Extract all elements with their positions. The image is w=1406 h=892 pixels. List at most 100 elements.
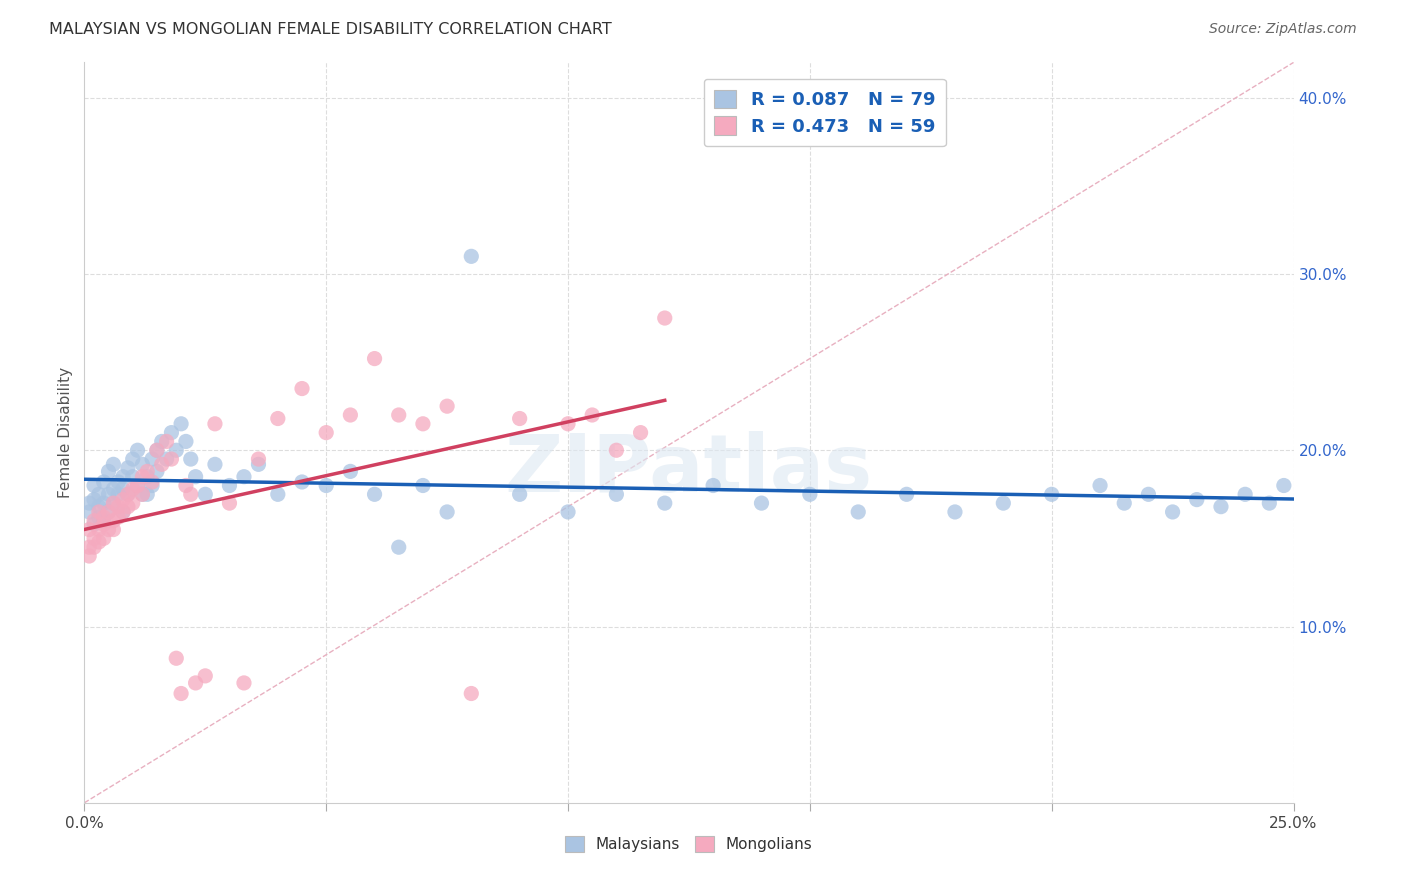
Point	[97, 505, 120, 519]
Point	[136, 469, 159, 483]
Point	[339, 408, 361, 422]
Point	[204, 458, 226, 472]
Point	[121, 496, 143, 510]
Point	[291, 382, 314, 396]
Point	[654, 311, 676, 326]
Point	[117, 487, 139, 501]
Point	[131, 487, 153, 501]
Point	[751, 496, 773, 510]
Point	[87, 487, 110, 501]
Point	[436, 505, 458, 519]
Point	[846, 505, 869, 519]
Point	[93, 514, 115, 528]
Point	[247, 458, 270, 472]
Y-axis label: Female Disability: Female Disability	[58, 367, 73, 499]
Point	[218, 478, 240, 492]
Point	[87, 523, 110, 537]
Point	[77, 523, 100, 537]
Point	[127, 478, 149, 492]
Point	[127, 443, 149, 458]
Point	[146, 443, 169, 458]
Point	[83, 514, 105, 528]
Point	[174, 478, 197, 492]
Point	[150, 458, 173, 472]
Point	[267, 411, 290, 425]
Point	[112, 505, 135, 519]
Point	[460, 686, 482, 700]
Point	[87, 505, 110, 519]
Point	[117, 500, 139, 514]
Point	[702, 478, 724, 492]
Point	[136, 487, 159, 501]
Point	[509, 487, 531, 501]
Point	[146, 464, 169, 478]
Point	[315, 425, 337, 440]
Point	[388, 540, 411, 554]
Point	[165, 443, 187, 458]
Point	[93, 496, 115, 510]
Point	[170, 686, 193, 700]
Point	[799, 487, 821, 501]
Point	[1185, 492, 1208, 507]
Text: MALAYSIAN VS MONGOLIAN FEMALE DISABILITY CORRELATION CHART: MALAYSIAN VS MONGOLIAN FEMALE DISABILITY…	[49, 22, 612, 37]
Point	[77, 505, 100, 519]
Point	[103, 514, 125, 528]
Point	[141, 475, 163, 489]
Point	[107, 487, 129, 501]
Point	[97, 505, 120, 519]
Point	[1088, 478, 1111, 492]
Point	[233, 469, 256, 483]
Point	[180, 452, 202, 467]
Point	[184, 676, 207, 690]
Point	[896, 487, 918, 501]
Point	[121, 482, 143, 496]
Point	[1137, 487, 1160, 501]
Point	[112, 492, 135, 507]
Point	[103, 496, 125, 510]
Point	[107, 510, 129, 524]
Point	[218, 496, 240, 510]
Point	[436, 399, 458, 413]
Point	[97, 523, 120, 537]
Point	[87, 500, 110, 514]
Point	[247, 452, 270, 467]
Point	[141, 478, 163, 492]
Point	[557, 417, 579, 431]
Point	[605, 487, 627, 501]
Point	[97, 487, 120, 501]
Point	[83, 478, 105, 492]
Point	[174, 434, 197, 449]
Point	[127, 478, 149, 492]
Point	[77, 549, 100, 563]
Point	[93, 517, 115, 532]
Point	[150, 434, 173, 449]
Point	[1040, 487, 1063, 501]
Point	[509, 411, 531, 425]
Point	[412, 478, 434, 492]
Point	[93, 510, 115, 524]
Point	[160, 452, 183, 467]
Point	[1272, 478, 1295, 492]
Point	[87, 510, 110, 524]
Point	[97, 464, 120, 478]
Point	[993, 496, 1015, 510]
Point	[388, 408, 411, 422]
Point	[131, 458, 153, 472]
Point	[943, 505, 966, 519]
Point	[155, 452, 177, 467]
Point	[363, 487, 385, 501]
Point	[363, 351, 385, 366]
Point	[112, 469, 135, 483]
Point	[194, 487, 217, 501]
Point	[93, 475, 115, 489]
Text: ZIPatlas: ZIPatlas	[505, 431, 873, 508]
Point	[83, 532, 105, 546]
Point	[103, 458, 125, 472]
Point	[121, 469, 143, 483]
Point	[180, 487, 202, 501]
Point	[131, 487, 153, 501]
Point	[1234, 487, 1257, 501]
Point	[93, 532, 115, 546]
Point	[117, 487, 139, 501]
Point	[1209, 500, 1232, 514]
